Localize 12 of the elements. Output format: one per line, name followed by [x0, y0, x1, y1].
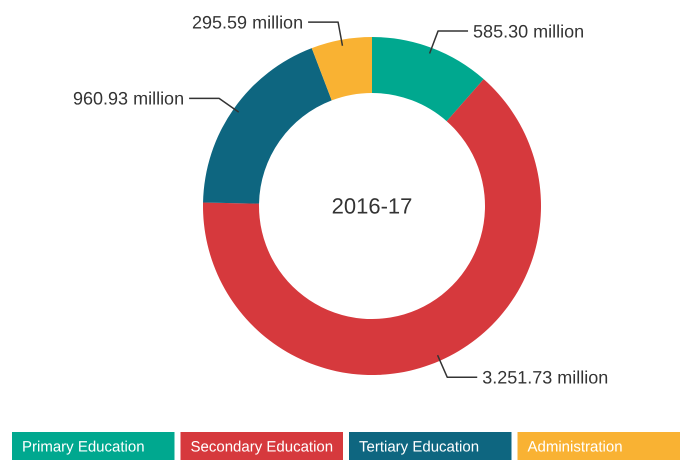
- data-label: 960.93 million: [73, 88, 184, 109]
- data-label: 295.59 million: [192, 12, 304, 32]
- legend-label: Administration: [528, 438, 623, 456]
- legend-label: Primary Education: [22, 438, 145, 456]
- donut-slice: [312, 37, 372, 100]
- donut-slice: [372, 37, 484, 122]
- data-label: 585.30 million: [473, 21, 584, 42]
- legend-label: Tertiary Education: [359, 438, 480, 456]
- text: 2016-17: [332, 194, 412, 219]
- data-label: 3.251.73 million: [482, 368, 608, 388]
- donut-slice: [203, 48, 332, 204]
- legend-label: Secondary Education: [190, 438, 334, 456]
